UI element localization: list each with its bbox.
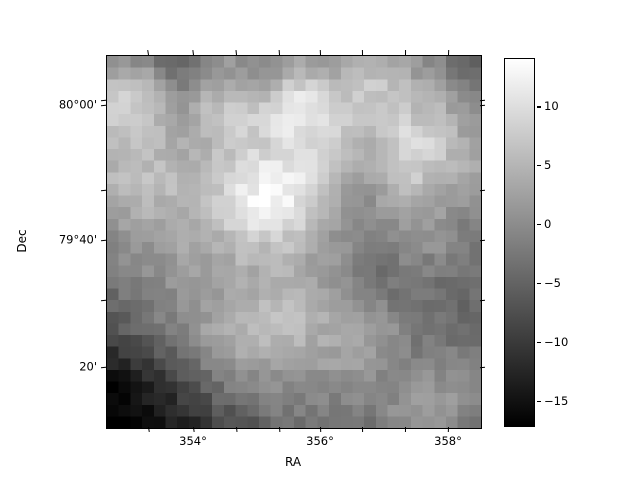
x-tick-bottom (320, 426, 322, 433)
x-tick-top (319, 49, 322, 56)
colorbar-tick (537, 224, 541, 226)
sky-image (107, 56, 481, 428)
x-tick-label: 356° (306, 434, 334, 448)
colorbar-tick-label: −10 (544, 335, 569, 350)
y-tick-right (479, 299, 486, 302)
x-tick-top (235, 49, 238, 56)
y-tick-right (479, 104, 486, 107)
x-tick-bottom (404, 426, 407, 433)
y-tick-label: 79°40' (58, 232, 97, 247)
colorbar-tick (537, 342, 541, 344)
colorbar-tick-label: −5 (544, 276, 561, 291)
x-tick-top (147, 49, 150, 56)
y-tick-right (479, 189, 486, 192)
y-tick-right (479, 99, 486, 102)
x-tick-label: 354° (179, 434, 207, 448)
sky-image-axes[interactable] (106, 55, 482, 429)
y-axis-title: Dec (15, 229, 29, 253)
x-tick-top (448, 49, 450, 56)
colorbar-gradient (504, 58, 535, 427)
colorbar-tick (537, 165, 541, 167)
y-tick-right (479, 366, 486, 369)
colorbar-tick (537, 401, 541, 403)
x-tick-top (405, 49, 407, 56)
colorbar[interactable]: 10 5 0 −5 −10 −15 (504, 58, 568, 427)
colorbar-tick (537, 106, 541, 108)
y-tick-label: 80°00' (58, 97, 97, 112)
x-tick-top (361, 49, 364, 56)
colorbar-tick-label: −15 (544, 394, 569, 409)
colorbar-tick-label: 0 (544, 217, 552, 232)
x-tick-bottom (279, 426, 281, 433)
colorbar-tick-label: 5 (544, 158, 552, 173)
x-tick-top (192, 49, 195, 56)
x-tick-label: 358° (434, 434, 462, 448)
x-tick-bottom (362, 426, 364, 433)
colorbar-tick-label: 10 (544, 99, 559, 114)
colorbar-tick (537, 283, 541, 285)
y-tick-label: 20' (79, 359, 97, 374)
y-tick-right (479, 239, 486, 242)
x-tick-bottom (447, 426, 450, 433)
x-tick-top (278, 49, 281, 56)
x-axis-title: RA (284, 455, 302, 469)
